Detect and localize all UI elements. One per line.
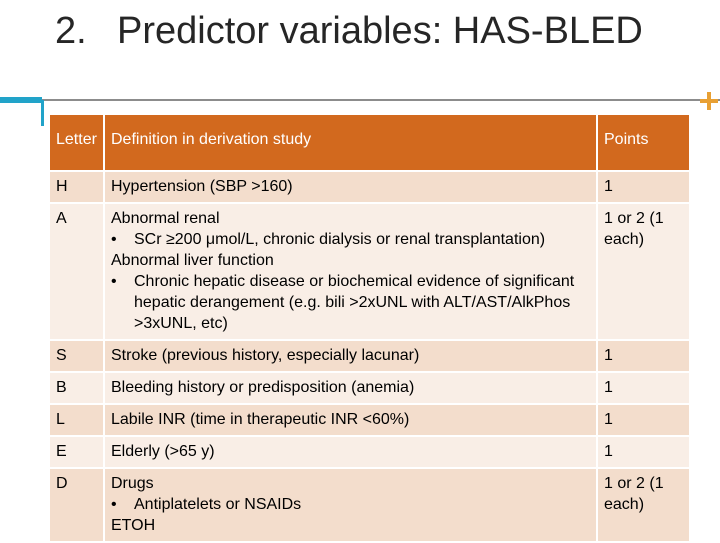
has-bled-table: Letter Definition in derivation study Po… xyxy=(50,115,691,543)
definition-line: Labile INR (time in therapeutic INR <60%… xyxy=(111,411,410,428)
definition-line: Bleeding history or predisposition (anem… xyxy=(111,379,415,396)
cell-points: 1 xyxy=(597,404,691,437)
cell-definition: Abnormal renal • SCr ≥200 μmol/L, chronic … xyxy=(104,203,598,341)
table-row: E Elderly (>65 y) 1 xyxy=(50,436,691,469)
cell-letter: S xyxy=(50,340,105,373)
bullet-text: SCr ≥200 μmol/L, chronic dialysis or ren… xyxy=(134,231,546,248)
cell-definition: Drugs • Antiplatelets or NSAIDs ETOH xyxy=(104,468,598,543)
table-row: L Labile INR (time in therapeutic INR <60… xyxy=(50,404,691,437)
definition-bullet: • SCr ≥200 μmol/L, chronic dialysis or re… xyxy=(111,229,589,250)
cell-definition: Bleeding history or predisposition (anem… xyxy=(104,372,598,405)
table-row: S Stroke (previous history, especially la… xyxy=(50,340,691,373)
bullet-text: Chronic hepatic disease or biochemical e… xyxy=(134,273,575,332)
plus-decoration-icon xyxy=(700,92,718,110)
slide-number: 2. xyxy=(55,10,87,52)
bullet-icon: • xyxy=(111,231,117,248)
cell-points: 1 or 2 (1 each) xyxy=(597,203,691,341)
definition-line: Abnormal liver function xyxy=(111,252,274,269)
header-definition: Definition in derivation study xyxy=(104,115,598,172)
header-letter: Letter xyxy=(50,115,105,172)
cell-definition: Stroke (previous history, especially lac… xyxy=(104,340,598,373)
table-row: D Drugs • Antiplatelets or NSAIDs ETOH 1 or 2… xyxy=(50,468,691,543)
slide-title: 2. Predictor variables: HAS-BLED xyxy=(55,10,695,53)
cell-points: 1 or 2 (1 each) xyxy=(597,468,691,543)
table-row: A Abnormal renal • SCr ≥200 μmol/L, chronic… xyxy=(50,203,691,341)
cell-points: 1 xyxy=(597,171,691,204)
definition-line: Drugs xyxy=(111,475,154,492)
definition-line: Stroke (previous history, especially lac… xyxy=(111,347,420,364)
definition-line: Abnormal renal xyxy=(111,210,220,227)
cell-letter: A xyxy=(50,203,105,341)
table-row: B Bleeding history or predisposition (ane… xyxy=(50,372,691,405)
cell-letter: L xyxy=(50,404,105,437)
cell-definition: Elderly (>65 y) xyxy=(104,436,598,469)
cell-definition: Hypertension (SBP >160) xyxy=(104,171,598,204)
definition-bullet: • Chronic hepatic disease or biochemical … xyxy=(111,271,589,334)
definition-line: Elderly (>65 y) xyxy=(111,443,215,460)
table-header-row: Letter Definition in derivation study Po… xyxy=(50,115,691,172)
bullet-icon: • xyxy=(111,273,117,290)
definition-line: Hypertension (SBP >160) xyxy=(111,178,293,195)
cell-letter: D xyxy=(50,468,105,543)
table-row: H Hypertension (SBP >160) 1 xyxy=(50,171,691,204)
accent-bar-horizontal xyxy=(0,97,42,103)
bullet-text: Antiplatelets or NSAIDs xyxy=(134,496,302,513)
cell-letter: H xyxy=(50,171,105,204)
header-points: Points xyxy=(597,115,691,172)
cell-points: 1 xyxy=(597,436,691,469)
slide-title-text: Predictor variables: HAS-BLED xyxy=(117,10,643,52)
cell-letter: E xyxy=(50,436,105,469)
bullet-icon: • xyxy=(111,496,117,513)
accent-bar-vertical xyxy=(41,100,44,126)
definition-bullet: • Antiplatelets or NSAIDs xyxy=(111,494,589,515)
cell-definition: Labile INR (time in therapeutic INR <60%… xyxy=(104,404,598,437)
definition-line: ETOH xyxy=(111,517,156,534)
cell-points: 1 xyxy=(597,372,691,405)
cell-letter: B xyxy=(50,372,105,405)
cell-points: 1 xyxy=(597,340,691,373)
title-underline xyxy=(0,99,720,101)
